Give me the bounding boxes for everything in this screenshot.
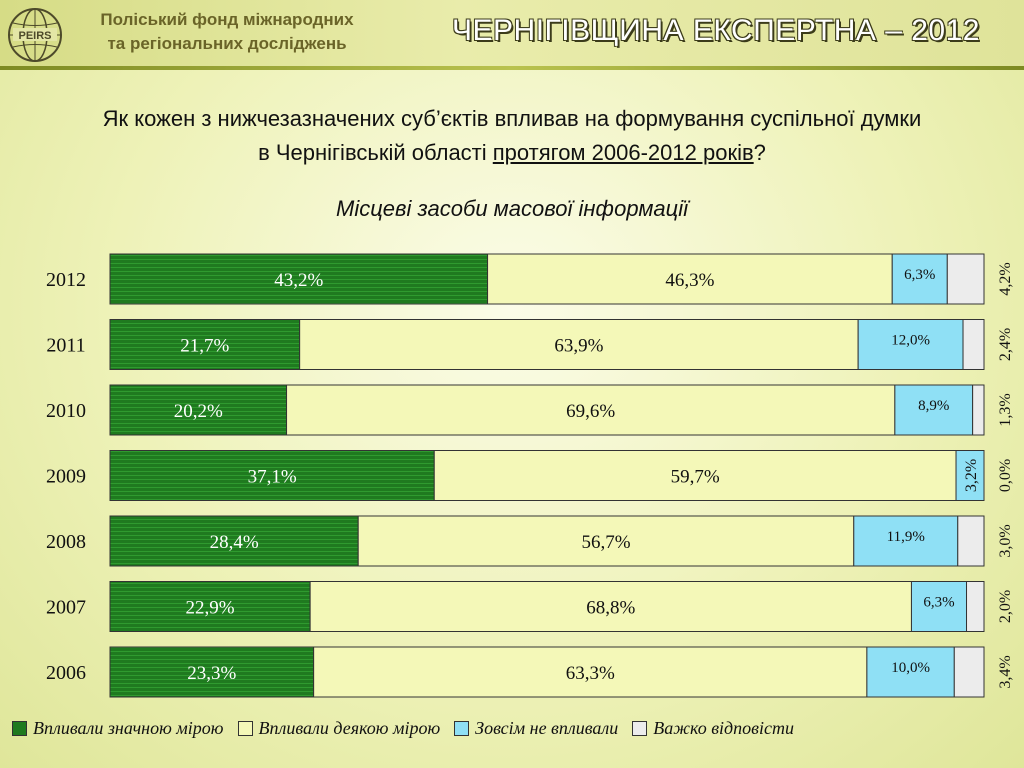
organization-name: Поліський фонд міжнародних та регіональн… — [72, 8, 382, 56]
bar-segment-hard — [953, 646, 985, 698]
bar-segment-somewhat — [299, 319, 859, 370]
data-label-none: 3,2% — [963, 459, 980, 492]
question-suffix: ? — [753, 140, 766, 165]
data-label-significant: 43,2% — [274, 270, 323, 291]
year-label: 2009 — [46, 466, 86, 488]
data-label-hard: 0,0% — [997, 459, 1014, 492]
data-label-hard: 3,4% — [997, 655, 1014, 688]
data-label-none: 6,3% — [923, 595, 954, 611]
bar-segment-hard — [962, 319, 985, 370]
org-line-1: Поліський фонд міжнародних — [100, 10, 354, 29]
bar-segment-significant — [109, 515, 359, 567]
question-line-2: в Чернігівській області протягом 2006-20… — [0, 136, 1024, 170]
org-line-2: та регіональних досліджень — [107, 34, 347, 53]
logo-text: PEIRS — [18, 30, 51, 42]
data-label-none: 8,9% — [918, 398, 949, 414]
data-label-somewhat: 63,9% — [554, 336, 603, 357]
stacked-bar-chart: 2012 43,2% 46,3% 6,3% 4,2% 2011 21,7% 63,9% 12,0… — [46, 253, 1014, 698]
bar-segment-somewhat — [487, 253, 893, 305]
bar-segment-significant — [109, 319, 301, 370]
legend-swatch-none — [454, 720, 470, 736]
data-label-none: 12,0% — [891, 333, 930, 349]
header-bar — [0, 0, 1024, 66]
data-label-none: 10,0% — [891, 660, 930, 676]
legend-label-hard: Важко відповісти — [653, 717, 794, 738]
question-period: протягом 2006-2012 років — [492, 140, 754, 165]
data-label-significant: 23,3% — [187, 663, 236, 684]
data-label-somewhat: 56,7% — [581, 532, 630, 553]
year-label: 2008 — [46, 531, 86, 553]
header-divider — [0, 66, 1024, 70]
question-prefix: в Чернігівській області — [258, 140, 493, 165]
bar-segment-significant — [109, 450, 435, 501]
data-label-significant: 28,4% — [210, 532, 259, 553]
bar-segment-hard — [966, 581, 985, 632]
data-label-significant: 22,9% — [186, 598, 235, 619]
data-label-somewhat: 68,8% — [586, 598, 635, 619]
data-label-somewhat: 59,7% — [671, 467, 720, 488]
bar-segment-significant — [109, 384, 288, 436]
bar-segment-significant — [109, 253, 489, 305]
data-label-hard: 2,4% — [997, 328, 1014, 361]
year-label: 2006 — [46, 662, 86, 684]
bar-segment-somewhat — [286, 384, 896, 436]
data-label-significant: 37,1% — [248, 467, 297, 488]
legend-swatch-somewhat — [237, 720, 253, 736]
chart-title: Місцеві засоби масової інформації — [336, 196, 688, 221]
data-label-hard: 4,2% — [997, 262, 1014, 295]
legend-label-significant: Впливали значною мірою — [33, 717, 224, 738]
data-label-somewhat: 63,3% — [566, 663, 615, 684]
globe-logo-icon: PEIRS — [8, 8, 62, 62]
data-label-significant: 21,7% — [180, 336, 229, 357]
data-label-hard: 1,3% — [997, 393, 1014, 426]
bar-segment-somewhat — [357, 515, 855, 567]
data-label-none: 11,9% — [887, 529, 925, 545]
bar-segment-none — [894, 384, 974, 436]
legend-item-somewhat: Впливали деякою мірою — [237, 717, 441, 739]
bar-segment-somewhat — [433, 450, 957, 501]
bar-segment-none — [955, 450, 985, 501]
bar-segment-none — [857, 319, 964, 370]
legend-swatch-significant — [12, 720, 27, 736]
bar-segment-none — [853, 515, 959, 567]
survey-question: Як кожен з нижчезазначених суб’єктів впл… — [0, 102, 1024, 170]
year-label: 2011 — [46, 335, 85, 357]
data-label-hard: 3,0% — [997, 524, 1014, 557]
legend-item-significant: Впливали значною мірою — [12, 718, 224, 739]
legend-item-none: Зовсім не впливали — [454, 718, 618, 739]
chart-legend: Впливали значною мірою Впливали деякою м… — [12, 716, 1018, 740]
data-label-hard: 2,0% — [997, 590, 1014, 623]
bar-segment-significant — [109, 581, 311, 632]
data-label-somewhat: 46,3% — [665, 270, 714, 291]
brand-title: ЧЕРНІГІВЩИНА ЕКСПЕРТНА – 2012 — [452, 14, 980, 47]
bar-segment-hard — [957, 515, 985, 567]
bar-segment-somewhat — [309, 581, 912, 632]
year-label: 2012 — [46, 269, 86, 291]
year-label: 2007 — [46, 597, 86, 619]
data-label-somewhat: 69,6% — [566, 401, 615, 422]
bar-segment-hard — [972, 384, 985, 436]
bar-segment-significant — [109, 646, 315, 698]
question-line-1: Як кожен з нижчезазначених суб’єктів впл… — [102, 106, 922, 131]
legend-label-somewhat: Впливали деякою мірою — [258, 717, 441, 738]
data-label-none: 6,3% — [904, 267, 935, 283]
legend-swatch-hard — [632, 720, 648, 736]
bar-segment-hard — [946, 253, 985, 305]
legend-label-none: Зовсім не впливали — [475, 717, 619, 738]
legend-item-hard: Важко відповісти — [632, 718, 794, 739]
bar-segment-none — [910, 581, 968, 632]
bar-segment-none — [891, 253, 948, 305]
data-label-significant: 20,2% — [174, 401, 223, 422]
year-label: 2010 — [46, 400, 86, 422]
